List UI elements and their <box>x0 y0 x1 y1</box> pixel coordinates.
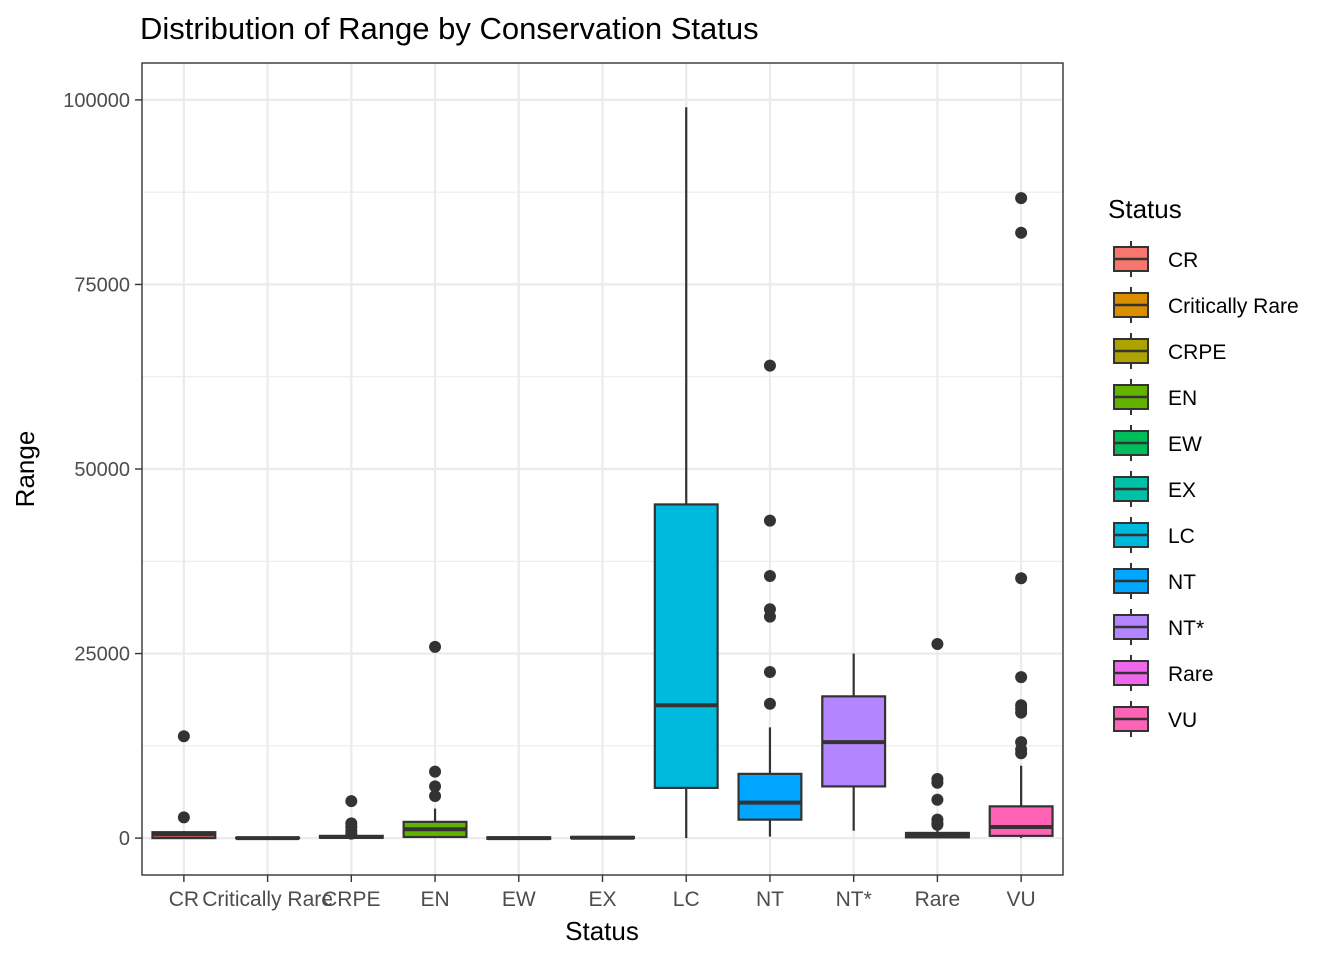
outlier-point <box>763 697 776 710</box>
legend-item-VU: VU <box>1113 701 1197 737</box>
x-tick-label: NT* <box>836 888 872 911</box>
x-tick-label: NT <box>756 888 784 911</box>
outlier-point <box>177 811 190 824</box>
x-tick-label: EW <box>502 888 536 911</box>
x-axis-title: Status <box>565 916 639 946</box>
outlier-point <box>1015 226 1028 239</box>
outlier-point <box>763 570 776 583</box>
outlier-point <box>1015 572 1028 585</box>
y-tick-label: 100000 <box>63 90 130 112</box>
outlier-point <box>931 793 944 806</box>
outlier-point <box>931 776 944 789</box>
box-NT* <box>821 653 887 831</box>
legend-label: CRPE <box>1168 341 1226 364</box>
outlier-point <box>931 818 944 831</box>
y-tick-label: 0 <box>119 828 130 850</box>
outlier-point <box>345 795 358 808</box>
y-tick-label: 50000 <box>74 459 130 481</box>
box-EN <box>402 640 468 839</box>
outlier-point <box>345 827 358 840</box>
outlier-point <box>1015 747 1028 760</box>
box-body <box>988 805 1054 837</box>
chart-title: Distribution of Range by Conservation St… <box>140 11 759 46</box>
x-tick-label: VU <box>1007 888 1036 911</box>
x-tick-label: EX <box>588 888 616 911</box>
legend-label: EW <box>1168 433 1202 456</box>
outlier-point <box>429 790 442 803</box>
x-tick-label: Critically Rare <box>202 888 333 911</box>
legend-label: Rare <box>1168 663 1214 686</box>
x-tick-label: CR <box>169 888 199 911</box>
legend-item-NT*: NT* <box>1113 609 1204 645</box>
box-body <box>737 772 803 821</box>
outlier-point <box>763 514 776 527</box>
outlier-point <box>931 637 944 650</box>
outlier-point <box>177 730 190 743</box>
x-tick-label: CRPE <box>322 888 380 911</box>
legend-item-EX: EX <box>1113 471 1196 507</box>
legend-title: Status <box>1108 194 1182 224</box>
legend-item-LC: LC <box>1113 517 1195 553</box>
box-EX <box>570 835 635 840</box>
x-tick-label: Rare <box>915 888 961 911</box>
box-CR <box>151 730 217 840</box>
outlier-point <box>763 359 776 372</box>
x-tick-label: LC <box>673 888 700 911</box>
box-body <box>653 503 719 789</box>
outlier-point <box>429 780 442 793</box>
legend-label: Critically Rare <box>1168 295 1299 318</box>
legend-item-NT: NT <box>1113 563 1196 599</box>
legend-item-Critically Rare: Critically Rare <box>1113 287 1299 323</box>
outlier-point <box>763 610 776 623</box>
y-axis: 0 25000 50000 75000 100000 <box>63 90 142 850</box>
outlier-point <box>429 765 442 778</box>
legend-label: CR <box>1168 249 1198 272</box>
boxes-layer <box>151 107 1054 841</box>
legend-label: NT <box>1168 571 1196 594</box>
legend-item-EW: EW <box>1113 425 1202 461</box>
box-NT <box>737 359 803 837</box>
y-axis-title: Range <box>10 431 40 508</box>
legend-label: NT* <box>1168 617 1204 640</box>
outlier-point <box>763 666 776 678</box>
y-tick-label: 75000 <box>74 274 130 296</box>
outlier-point <box>1015 192 1028 205</box>
box-CRPE <box>318 795 384 840</box>
x-tick-label: EN <box>420 888 449 911</box>
outlier-point <box>1015 706 1028 719</box>
legend: Status CR Critically Rare CRPE EN EW EX LC NT NT… <box>1108 194 1299 737</box>
legend-item-EN: EN <box>1113 379 1197 415</box>
legend-label: LC <box>1168 525 1195 548</box>
legend-label: EX <box>1168 479 1196 502</box>
outlier-point <box>1015 671 1028 684</box>
box-EW <box>486 836 552 841</box>
box-Critically Rare <box>235 836 301 841</box>
legend-label: EN <box>1168 387 1197 410</box>
legend-label: VU <box>1168 709 1197 732</box>
legend-item-CRPE: CRPE <box>1113 333 1226 369</box>
y-tick-label: 25000 <box>74 644 130 666</box>
box-LC <box>653 107 719 839</box>
legend-item-Rare: Rare <box>1113 655 1214 691</box>
box-VU <box>988 192 1054 839</box>
legend-item-CR: CR <box>1113 241 1198 277</box>
outlier-point <box>429 640 442 653</box>
box-Rare <box>904 637 970 839</box>
legend-items: CR Critically Rare CRPE EN EW EX LC NT NT* Rare VU <box>1113 241 1299 737</box>
